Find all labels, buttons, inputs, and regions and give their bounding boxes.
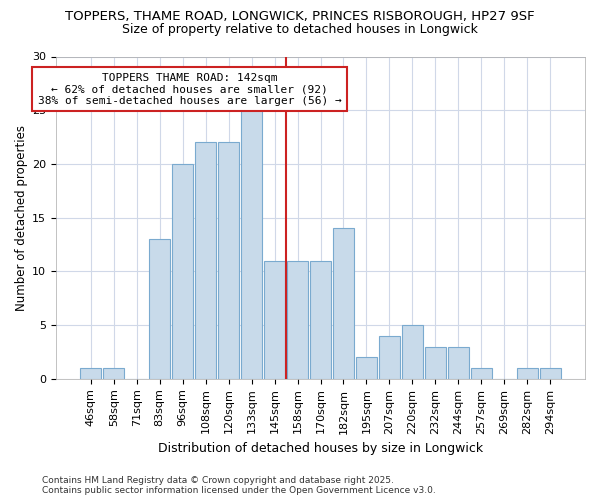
Bar	[379, 336, 400, 379]
Bar	[425, 346, 446, 379]
Bar	[402, 325, 423, 379]
Text: Size of property relative to detached houses in Longwick: Size of property relative to detached ho…	[122, 22, 478, 36]
Bar	[470, 368, 492, 379]
Text: TOPPERS, THAME ROAD, LONGWICK, PRINCES RISBOROUGH, HP27 9SF: TOPPERS, THAME ROAD, LONGWICK, PRINCES R…	[65, 10, 535, 23]
Bar	[287, 260, 308, 379]
Bar	[448, 346, 469, 379]
Y-axis label: Number of detached properties: Number of detached properties	[15, 124, 28, 310]
Bar	[356, 358, 377, 379]
Bar	[80, 368, 101, 379]
Bar	[517, 368, 538, 379]
Bar	[149, 239, 170, 379]
X-axis label: Distribution of detached houses by size in Longwick: Distribution of detached houses by size …	[158, 442, 483, 455]
Bar	[310, 260, 331, 379]
Bar	[539, 368, 561, 379]
Bar	[241, 110, 262, 379]
Text: TOPPERS THAME ROAD: 142sqm
← 62% of detached houses are smaller (92)
38% of semi: TOPPERS THAME ROAD: 142sqm ← 62% of deta…	[38, 72, 341, 106]
Text: Contains HM Land Registry data © Crown copyright and database right 2025.
Contai: Contains HM Land Registry data © Crown c…	[42, 476, 436, 495]
Bar	[103, 368, 124, 379]
Bar	[218, 142, 239, 379]
Bar	[333, 228, 354, 379]
Bar	[195, 142, 217, 379]
Bar	[264, 260, 285, 379]
Bar	[172, 164, 193, 379]
